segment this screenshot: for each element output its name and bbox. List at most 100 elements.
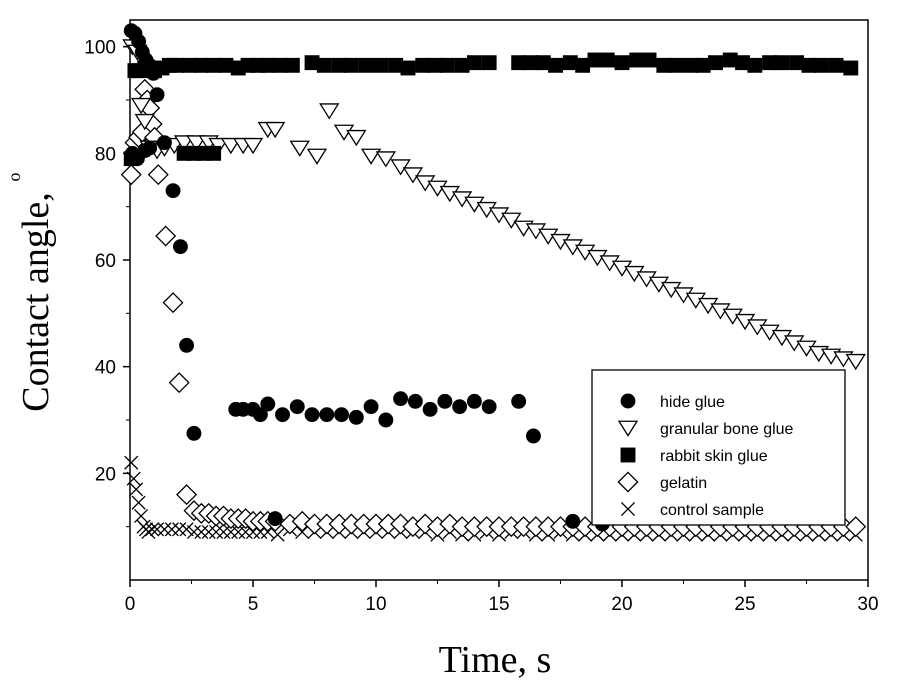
data-point [789, 55, 805, 71]
data-point [481, 399, 497, 415]
data-point [149, 87, 165, 103]
x-tick-label: 0 [125, 594, 136, 615]
data-point [130, 97, 152, 115]
legend-label: granular bone glue [660, 421, 794, 438]
data-point [511, 55, 527, 71]
data-point [617, 471, 639, 493]
data-point [231, 524, 246, 540]
data-point [208, 137, 229, 155]
data-point [845, 353, 866, 371]
data-point [400, 60, 416, 76]
data-point [683, 57, 699, 73]
data-point [620, 501, 636, 517]
data-point [375, 151, 397, 168]
series-gelatin [120, 78, 867, 538]
data-point [134, 113, 155, 131]
data-point [360, 148, 382, 165]
data-point [562, 55, 578, 71]
y-tick-label: 60 [95, 251, 116, 272]
data-point [526, 428, 541, 444]
legend-box [591, 369, 846, 526]
data-point [511, 393, 527, 409]
data-point [373, 57, 389, 73]
y-axis-unit-degree: o [4, 173, 24, 182]
data-point [466, 55, 482, 71]
data-point [168, 372, 190, 394]
data-point [186, 524, 202, 540]
data-point [523, 55, 539, 71]
data-point [186, 135, 207, 152]
data-point [164, 522, 179, 537]
data-point [599, 52, 615, 68]
data-point [206, 57, 222, 73]
data-point [843, 60, 859, 76]
data-point [169, 57, 185, 73]
data-point [801, 57, 817, 73]
data-point [813, 57, 829, 73]
data-point [289, 140, 310, 157]
data-markers [120, 23, 867, 542]
data-point [437, 393, 453, 409]
data-point [363, 399, 379, 415]
data-point [481, 55, 497, 71]
data-point [201, 524, 216, 540]
data-point [319, 407, 335, 423]
data-point [668, 57, 684, 73]
data-point [275, 407, 290, 423]
data-point [617, 420, 639, 437]
data-point [629, 52, 645, 68]
data-point [260, 57, 276, 73]
data-point [209, 524, 224, 540]
data-point [147, 164, 169, 186]
data-point [186, 425, 202, 441]
data-point [319, 103, 340, 120]
data-point [535, 55, 551, 71]
x-tick-label: 15 [488, 594, 509, 615]
data-point [270, 527, 285, 542]
data-point [295, 524, 310, 540]
legend-label: control sample [660, 502, 764, 519]
data-point [165, 183, 181, 199]
data-point [454, 57, 470, 73]
data-point [620, 393, 636, 409]
data-point [346, 129, 367, 147]
y-axis-title-group: Contact angle, o [4, 173, 57, 412]
data-point [427, 57, 443, 73]
data-point [252, 407, 268, 423]
x-tick-label: 30 [857, 594, 878, 615]
data-point [162, 292, 184, 314]
data-point [150, 522, 165, 537]
x-tick-label: 10 [365, 594, 386, 615]
data-point [415, 57, 431, 73]
data-point [587, 52, 603, 68]
data-point [390, 159, 411, 176]
data-point [242, 137, 264, 155]
legend-item: hide glue [620, 393, 725, 411]
data-point [223, 524, 238, 540]
data-point [390, 513, 412, 535]
data-point [216, 524, 231, 540]
x-axis-ticks: 0 5 10 15 20 25 30 [125, 580, 879, 615]
data-point [145, 65, 161, 81]
x-tick-label: 25 [734, 594, 755, 615]
data-point [134, 508, 149, 524]
legend-item: control sample [620, 501, 764, 519]
data-point [304, 55, 320, 71]
data-point [193, 57, 209, 73]
data-point [407, 393, 423, 409]
data-point [548, 57, 564, 73]
data-point [466, 393, 482, 409]
data-point [747, 57, 763, 73]
data-point [575, 57, 591, 73]
data-point [828, 57, 844, 73]
data-point [722, 52, 738, 68]
data-point [126, 471, 141, 486]
data-point [120, 164, 142, 186]
data-point [145, 522, 160, 537]
data-point [304, 407, 320, 423]
data-point [142, 140, 158, 156]
y-tick-label: 80 [95, 144, 116, 165]
x-tick-label: 20 [611, 594, 632, 615]
legend-item: gelatin [617, 471, 707, 493]
data-point [358, 57, 374, 73]
